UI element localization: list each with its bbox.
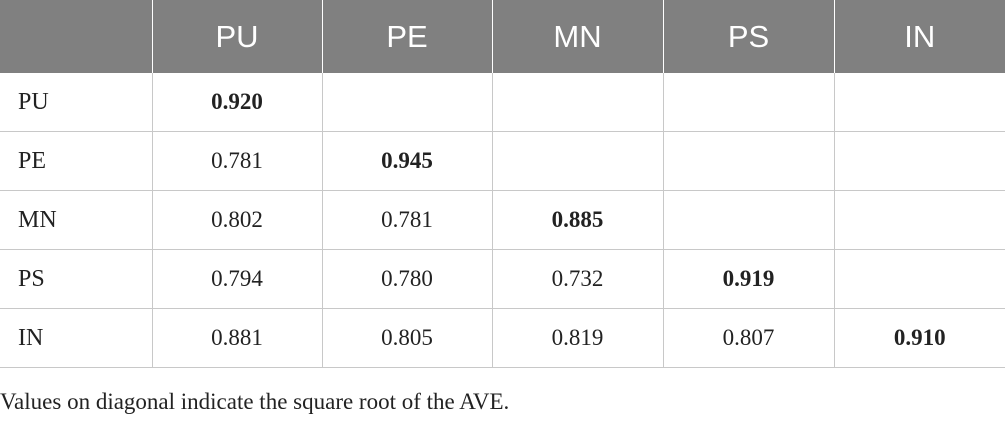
table-cell: 0.945 [322, 131, 493, 191]
table-cell: 0.807 [663, 308, 835, 368]
correlation-table-container: PU PE MN PS IN PU 0.920 PE 0.781 0.945 [0, 0, 1005, 368]
row-label-in: IN [0, 308, 153, 368]
table-cell [834, 131, 1005, 191]
header-cell-mn: MN [492, 0, 664, 73]
row-label-ps: PS [0, 249, 153, 309]
table-row: PU 0.920 [0, 73, 1005, 132]
table-cell [663, 131, 835, 191]
table-body: PU 0.920 PE 0.781 0.945 MN 0.802 0.781 0… [0, 73, 1005, 368]
table-cell: 0.732 [492, 249, 664, 309]
row-label-pe: PE [0, 131, 153, 191]
table-row: IN 0.881 0.805 0.819 0.807 0.910 [0, 308, 1005, 368]
table-cell: 0.781 [152, 131, 323, 191]
table-row: PS 0.794 0.780 0.732 0.919 [0, 249, 1005, 309]
table-cell [492, 73, 664, 132]
discriminant-validity-table: PU PE MN PS IN PU 0.920 PE 0.781 0.945 [0, 0, 1005, 368]
table-cell: 0.920 [152, 73, 323, 132]
header-cell-ps: PS [663, 0, 835, 73]
table-footnote: Values on diagonal indicate the square r… [0, 389, 510, 414]
table-cell [663, 73, 835, 132]
table-cell [834, 190, 1005, 250]
table-cell [322, 73, 493, 132]
header-cell-in: IN [834, 0, 1005, 73]
table-cell [834, 249, 1005, 309]
table-cell: 0.802 [152, 190, 323, 250]
table-row: MN 0.802 0.781 0.885 [0, 190, 1005, 250]
header-cell-pu: PU [152, 0, 323, 73]
row-label-pu: PU [0, 73, 153, 132]
table-cell: 0.805 [322, 308, 493, 368]
row-label-mn: MN [0, 190, 153, 250]
table-cell: 0.780 [322, 249, 493, 309]
table-cell: 0.885 [492, 190, 664, 250]
table-cell [663, 190, 835, 250]
header-row: PU PE MN PS IN [0, 0, 1005, 73]
table-cell: 0.881 [152, 308, 323, 368]
table-cell: 0.781 [322, 190, 493, 250]
header-cell-corner [0, 0, 153, 73]
table-cell: 0.910 [834, 308, 1005, 368]
header-cell-pe: PE [322, 0, 493, 73]
table-cell: 0.919 [663, 249, 835, 309]
table-cell: 0.819 [492, 308, 664, 368]
table-row: PE 0.781 0.945 [0, 131, 1005, 191]
table-header: PU PE MN PS IN [0, 0, 1005, 73]
table-cell: 0.794 [152, 249, 323, 309]
table-cell [492, 131, 664, 191]
table-cell [834, 73, 1005, 132]
